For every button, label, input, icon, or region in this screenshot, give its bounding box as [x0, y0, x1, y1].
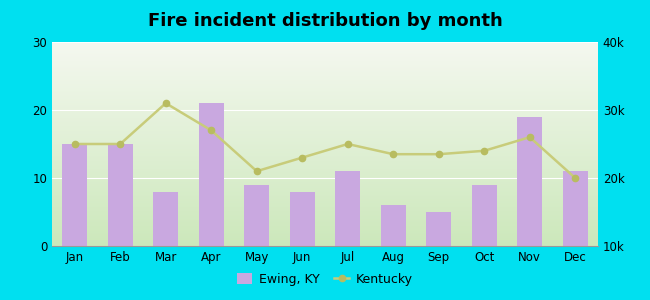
Bar: [62, 144, 87, 246]
Bar: [381, 205, 406, 246]
Bar: [290, 192, 315, 246]
Bar: [153, 192, 178, 246]
Bar: [563, 171, 588, 246]
Bar: [244, 185, 269, 246]
Bar: [472, 185, 497, 246]
Bar: [108, 144, 133, 246]
Text: Fire incident distribution by month: Fire incident distribution by month: [148, 12, 502, 30]
Bar: [517, 117, 542, 246]
Bar: [426, 212, 451, 246]
Bar: [199, 103, 224, 246]
Bar: [335, 171, 360, 246]
Legend: Ewing, KY, Kentucky: Ewing, KY, Kentucky: [233, 268, 417, 291]
